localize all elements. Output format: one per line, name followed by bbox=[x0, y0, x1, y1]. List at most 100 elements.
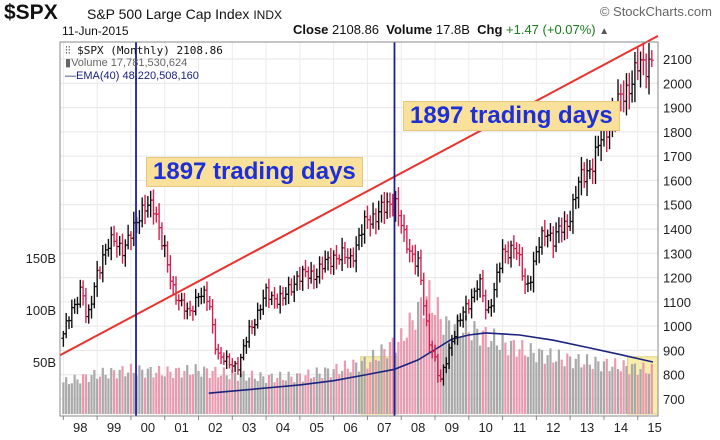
volume-bar bbox=[355, 362, 358, 414]
volume-bar bbox=[248, 377, 251, 414]
volume-bar bbox=[253, 378, 256, 414]
y-tick-label: 1700 bbox=[663, 149, 692, 164]
volume-bar bbox=[279, 371, 282, 414]
chart-header: $SPX S&P 500 Large Cap Index INDX 11-Jun… bbox=[0, 0, 720, 40]
x-tick-label: 14 bbox=[614, 420, 628, 435]
volume-bar bbox=[228, 379, 231, 414]
x-tick-label: 11 bbox=[513, 420, 527, 435]
volume-bar bbox=[93, 369, 96, 414]
volume-bar bbox=[619, 371, 622, 414]
volume-bar bbox=[574, 358, 577, 414]
triangle-up-icon: ▲ bbox=[599, 26, 610, 37]
volume-bar bbox=[219, 375, 223, 414]
quote-stats: Close 2108.86 Volume 17.8B Chg +1.47 (+0… bbox=[293, 22, 609, 37]
volume-bar bbox=[324, 367, 327, 414]
volume-bar bbox=[363, 356, 366, 414]
plot-frame bbox=[59, 41, 659, 417]
volume-bar bbox=[481, 330, 484, 414]
x-tick-label: 06 bbox=[343, 420, 357, 435]
volume-bar bbox=[264, 383, 268, 414]
volume-bar bbox=[65, 377, 68, 414]
chg-label: Chg bbox=[477, 22, 503, 37]
volume-bar bbox=[509, 340, 513, 414]
x-tick-label: 04 bbox=[276, 420, 290, 435]
volume-bar bbox=[295, 373, 299, 414]
volume-bar bbox=[470, 340, 473, 414]
volume-bar bbox=[225, 375, 228, 414]
volume-bar bbox=[608, 371, 611, 414]
volume-bar bbox=[554, 361, 558, 414]
volume-bar bbox=[107, 378, 110, 414]
price-bars bbox=[61, 43, 654, 386]
index-name: S&P 500 Large Cap Index INDX bbox=[87, 6, 282, 22]
volume-bar bbox=[566, 353, 569, 414]
time-axis: 98 99 00 01 02 03 04 05 06 07 08 09 10 11 12 13 14 15 bbox=[62, 416, 662, 435]
trendline bbox=[59, 35, 659, 357]
volume-bar bbox=[535, 362, 538, 414]
volume-bar bbox=[512, 339, 515, 414]
volume-bar bbox=[433, 314, 437, 414]
volume-bar bbox=[628, 374, 631, 414]
volume-bar bbox=[318, 373, 321, 414]
volume-bar bbox=[98, 376, 102, 414]
volume-bar bbox=[242, 370, 245, 414]
volume-bar bbox=[394, 352, 397, 414]
volume-tick-label: 100B bbox=[26, 303, 56, 318]
y-tick-label: 700 bbox=[663, 392, 685, 407]
volume-bar bbox=[602, 361, 606, 414]
volume-bar bbox=[73, 374, 76, 414]
index-title: S&P 500 Large Cap Index bbox=[87, 6, 250, 22]
volume-bar bbox=[217, 377, 220, 414]
volume-bar bbox=[487, 346, 490, 414]
volume-bar bbox=[197, 370, 200, 414]
volume-bar bbox=[76, 379, 79, 414]
volume-bar bbox=[138, 365, 141, 414]
exchange: INDX bbox=[253, 8, 282, 22]
volume-bar bbox=[343, 360, 347, 414]
y-tick-label: 1200 bbox=[663, 271, 692, 286]
volume-bar bbox=[490, 340, 493, 414]
volume-bar bbox=[307, 369, 310, 414]
volume-bar bbox=[203, 366, 206, 414]
volume-axis: 50B 100B 150B bbox=[26, 251, 56, 370]
chg-value: +1.47 (+0.07%) bbox=[506, 22, 596, 37]
volume-bar bbox=[346, 368, 349, 414]
volume-bar bbox=[267, 375, 271, 414]
volume-bar bbox=[580, 367, 583, 414]
volume-bar bbox=[650, 363, 653, 414]
volume-bar bbox=[642, 362, 645, 414]
volume-bar bbox=[236, 380, 240, 414]
volume-bar bbox=[62, 382, 65, 414]
volume-bar bbox=[614, 358, 617, 414]
y-tick-label: 900 bbox=[663, 343, 685, 358]
volume-bar bbox=[112, 370, 116, 414]
x-tick-label: 01 bbox=[174, 420, 188, 435]
legend-ema: —EMA(40) 48,220,508,160 bbox=[65, 70, 223, 83]
volume-bar bbox=[259, 372, 262, 414]
volume-tick-label: 50B bbox=[33, 355, 56, 370]
volume-bar bbox=[388, 342, 392, 414]
annotation-2: 1897 trading days bbox=[403, 101, 620, 131]
volume-bar bbox=[571, 368, 575, 414]
volume-bar bbox=[600, 371, 603, 414]
y-tick-label: 1100 bbox=[663, 295, 691, 310]
volume-bar bbox=[200, 376, 203, 414]
volume-bar bbox=[630, 364, 634, 414]
volume-bar bbox=[177, 367, 180, 414]
volume-bar bbox=[450, 339, 454, 414]
volume-bar bbox=[70, 383, 73, 414]
volume-bar bbox=[543, 363, 546, 414]
x-tick-label: 99 bbox=[107, 420, 121, 435]
volume-bar bbox=[104, 374, 107, 414]
stockcharts-logo[interactable]: © StockCharts.com bbox=[599, 4, 712, 19]
volume-bar bbox=[383, 348, 386, 414]
volume-bar bbox=[84, 374, 88, 414]
volume-bar bbox=[560, 359, 563, 414]
volume-bar bbox=[110, 367, 113, 414]
trendline-line bbox=[59, 35, 659, 357]
price-axis: 700 800 900 1000 1100 1200 1300 1400 1500 1600 170… bbox=[663, 52, 692, 407]
volume-bar bbox=[498, 349, 501, 414]
volume-bar bbox=[231, 369, 234, 414]
volume-bar bbox=[636, 374, 639, 414]
